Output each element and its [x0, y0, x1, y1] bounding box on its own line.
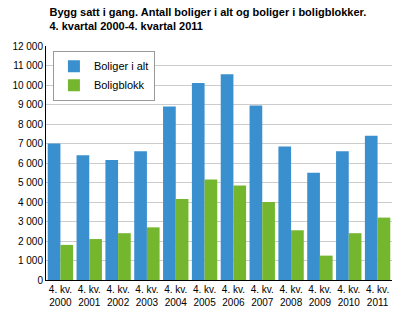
svg-text:5 000: 5 000 [18, 177, 43, 188]
svg-text:3 000: 3 000 [18, 216, 43, 227]
svg-text:4. kv.2007: 4. kv.2007 [251, 284, 274, 308]
svg-text:4. kv.2001: 4. kv.2001 [78, 284, 101, 308]
svg-text:4 000: 4 000 [18, 197, 43, 208]
svg-text:6 000: 6 000 [18, 158, 43, 169]
svg-text:4. kv.2009: 4. kv.2009 [308, 284, 331, 308]
svg-text:Boliger i alt: Boliger i alt [94, 60, 148, 72]
svg-text:4. kv.2008: 4. kv.2008 [280, 284, 303, 308]
svg-text:4. kv.2006: 4. kv.2006 [222, 284, 245, 308]
svg-text:4. kv.2010: 4. kv.2010 [337, 284, 360, 308]
svg-text:0: 0 [37, 275, 43, 286]
svg-text:9 000: 9 000 [18, 99, 43, 110]
svg-text:Boligblokk: Boligblokk [94, 79, 145, 91]
svg-text:8 000: 8 000 [18, 119, 43, 130]
svg-text:4. kv.2000: 4. kv.2000 [49, 284, 72, 308]
svg-text:4. kv.2002: 4. kv.2002 [107, 284, 130, 308]
svg-text:10 000: 10 000 [12, 80, 43, 91]
svg-text:2 000: 2 000 [18, 236, 43, 247]
svg-text:Bygg satt i gang. Antall bolig: Bygg satt i gang. Antall boliger i alt o… [49, 6, 366, 32]
svg-text:4. kv.2005: 4. kv.2005 [193, 284, 216, 308]
svg-text:4. kv.2003: 4. kv.2003 [135, 284, 158, 308]
svg-text:12 000: 12 000 [12, 41, 43, 52]
svg-text:7 000: 7 000 [18, 138, 43, 149]
svg-text:11 000: 11 000 [13, 60, 43, 71]
svg-text:4. kv.2004: 4. kv.2004 [164, 284, 187, 308]
svg-text:1 000: 1 000 [18, 255, 43, 266]
svg-text:4. kv.2011: 4. kv.2011 [366, 284, 389, 308]
